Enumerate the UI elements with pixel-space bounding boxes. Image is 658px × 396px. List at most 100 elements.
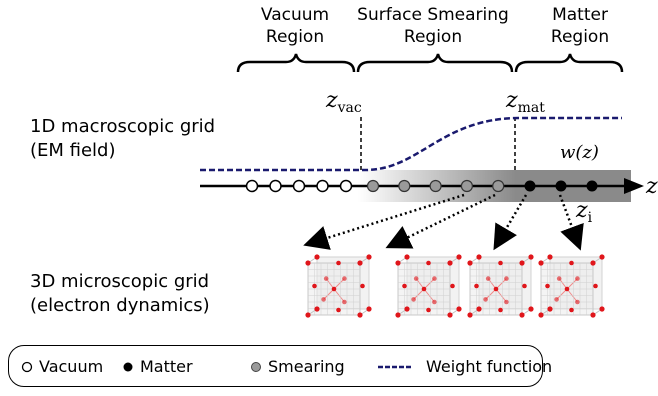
- smearing-brace: [356, 53, 514, 73]
- micro-grid-cube: [395, 254, 462, 318]
- atom: [357, 260, 363, 266]
- atom: [336, 260, 341, 266]
- smearing-region-label: Surface Smearing Region: [357, 5, 509, 47]
- legend-vacuum-symbol: [21, 361, 33, 373]
- smearing-node: [460, 179, 473, 193]
- atom: [467, 312, 473, 318]
- matter-node: [586, 180, 598, 192]
- legend-vacuum-label: Vacuum: [39, 357, 104, 376]
- atom: [402, 283, 407, 289]
- atom: [432, 299, 437, 305]
- atom: [575, 299, 580, 305]
- atom: [426, 260, 431, 266]
- atom: [450, 283, 455, 289]
- atom: [575, 276, 580, 281]
- atom: [522, 283, 527, 289]
- matter-node: [555, 180, 567, 192]
- smearing-node: [429, 179, 442, 193]
- atom: [404, 254, 410, 260]
- micro-grid-cube: [467, 254, 534, 318]
- atom: [519, 260, 525, 266]
- atom: [547, 306, 553, 312]
- micro-grid-cubes: [305, 254, 605, 318]
- atom: [360, 283, 365, 289]
- atom: [599, 254, 605, 260]
- atom: [456, 254, 462, 260]
- atom: [476, 306, 482, 312]
- legend-matter-label: Matter: [140, 357, 193, 376]
- atom: [476, 254, 482, 260]
- atom: [456, 306, 462, 312]
- smearing-node: [366, 179, 380, 193]
- atom: [547, 254, 553, 260]
- atom: [323, 276, 329, 281]
- atom: [599, 306, 605, 312]
- micro-grid-label: 3D microscopic grid (electron dynamics): [30, 271, 210, 316]
- matter-brace: [514, 53, 624, 73]
- atom: [538, 260, 544, 266]
- link-arrow-2: [385, 193, 496, 249]
- vacuum-region-label: Vacuum Region: [260, 5, 330, 47]
- atom: [554, 297, 559, 302]
- atom: [312, 283, 317, 289]
- atom: [314, 306, 320, 312]
- atom: [485, 276, 491, 281]
- vacuum-node: [292, 179, 306, 193]
- atom: [590, 260, 596, 266]
- atom: [504, 276, 509, 281]
- atom: [395, 312, 401, 318]
- atom: [498, 260, 503, 266]
- atom: [447, 312, 453, 318]
- atom: [447, 260, 453, 266]
- z-axis-arrowhead: [624, 178, 644, 194]
- vacuum-brace: [236, 53, 356, 73]
- legend: [8, 345, 543, 387]
- atom: [413, 276, 419, 281]
- matter-region-label: Matter Region: [550, 5, 610, 47]
- vacuum-node: [269, 179, 282, 193]
- atom: [590, 312, 596, 318]
- atom: [556, 276, 562, 281]
- link-arrow-3: [493, 194, 528, 251]
- atom: [411, 297, 416, 302]
- atom: [366, 306, 372, 312]
- atom: [331, 286, 337, 292]
- atom: [569, 260, 574, 266]
- atom: [357, 312, 363, 318]
- atom: [321, 297, 326, 302]
- atom: [366, 254, 372, 260]
- atom: [342, 276, 347, 281]
- weight-label: w(z): [560, 142, 599, 163]
- atom: [569, 307, 574, 313]
- macro-grid-label: 1D macroscopic grid (EM field): [30, 116, 216, 161]
- z-axis-label: z: [645, 174, 658, 199]
- atom: [593, 283, 598, 289]
- weight-function-line: [200, 116, 622, 172]
- atom: [545, 283, 550, 289]
- vacuum-node: [339, 179, 353, 193]
- atom: [314, 254, 320, 260]
- z-vac-label: zvac: [325, 88, 362, 116]
- atom: [336, 307, 341, 313]
- legend-matter-symbol: [123, 362, 133, 372]
- link-arrow-1: [303, 193, 465, 250]
- atom: [483, 297, 488, 302]
- vacuum-node: [316, 179, 329, 193]
- atom: [519, 312, 525, 318]
- atom: [305, 260, 311, 266]
- atom: [305, 312, 311, 318]
- atom: [504, 299, 509, 305]
- legend-smearing-symbol: [251, 362, 261, 372]
- atom: [467, 260, 473, 266]
- atom: [538, 312, 544, 318]
- atom: [395, 260, 401, 266]
- atom: [342, 299, 347, 305]
- matter-node: [524, 180, 536, 192]
- atom: [421, 286, 427, 292]
- atom: [432, 276, 437, 281]
- atom: [564, 286, 570, 292]
- smearing-node: [492, 179, 505, 193]
- atom: [493, 286, 499, 292]
- z-i-label: zi: [575, 198, 593, 226]
